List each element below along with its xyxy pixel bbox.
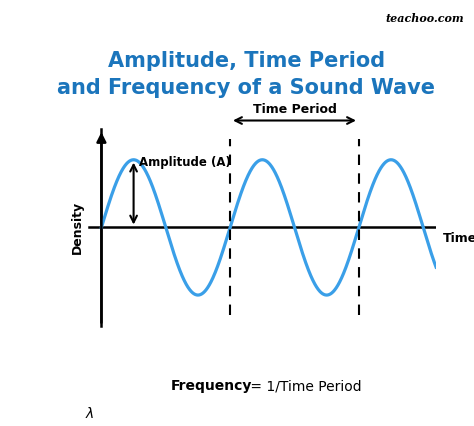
Text: Amplitude (A): Amplitude (A): [139, 156, 231, 170]
Text: Time Period: Time Period: [253, 104, 337, 116]
Text: = 1/Time Period: = 1/Time Period: [246, 379, 362, 393]
Text: Frequency: Frequency: [171, 379, 252, 393]
Text: Density: Density: [71, 201, 83, 254]
Text: Time: Time: [443, 232, 474, 245]
Text: Amplitude, Time Period
and Frequency of a Sound Wave: Amplitude, Time Period and Frequency of …: [57, 51, 436, 98]
Text: λ: λ: [85, 407, 93, 421]
Text: teachoo.com: teachoo.com: [386, 13, 465, 24]
